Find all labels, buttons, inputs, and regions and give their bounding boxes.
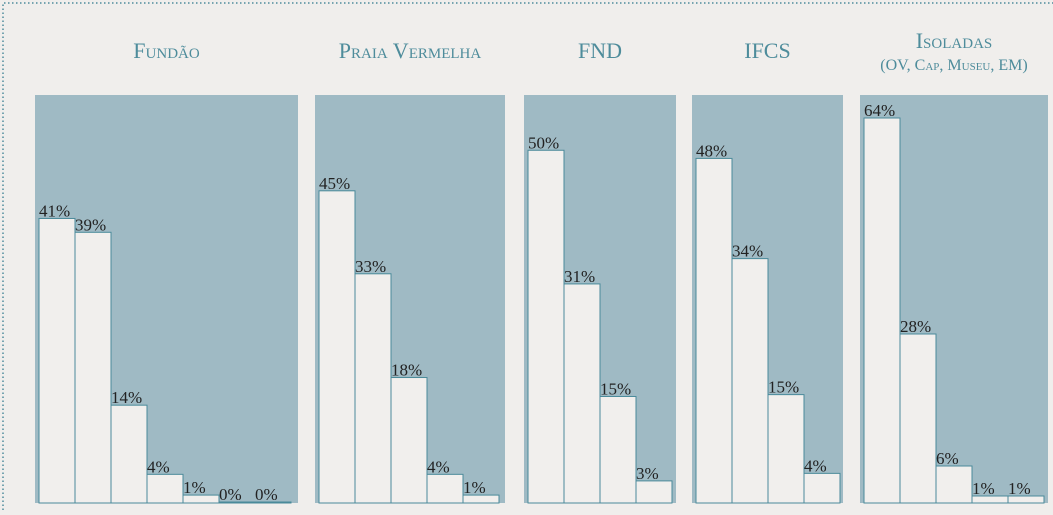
- value-label: 64%: [864, 101, 895, 120]
- value-label: 39%: [75, 215, 106, 234]
- bar: [426, 473, 464, 504]
- panel-title: Praia Vermelha: [339, 38, 482, 63]
- bar: [318, 190, 356, 504]
- value-label: 18%: [391, 361, 422, 380]
- value-label: 41%: [39, 201, 70, 220]
- bar: [863, 117, 901, 504]
- bar: [110, 404, 148, 504]
- value-label: 3%: [636, 464, 659, 483]
- bar: [599, 395, 637, 504]
- bar: [527, 149, 565, 504]
- bar: [803, 472, 841, 504]
- bar: [563, 283, 601, 504]
- bar: [38, 217, 76, 504]
- value-label: 15%: [768, 378, 799, 397]
- value-label: 50%: [528, 133, 559, 152]
- bar: [462, 494, 500, 504]
- value-label: 4%: [427, 457, 450, 476]
- bar: [695, 157, 733, 504]
- panel-title: Isoladas: [916, 28, 993, 53]
- value-label: 1%: [1008, 479, 1031, 498]
- bar: [254, 501, 292, 504]
- value-label: 33%: [355, 257, 386, 276]
- bar: [390, 377, 428, 504]
- bar: [354, 273, 392, 504]
- value-label: 34%: [732, 242, 763, 261]
- bar: [74, 231, 112, 504]
- value-label: 15%: [600, 379, 631, 398]
- bar: [899, 333, 937, 504]
- bar: [1007, 495, 1045, 504]
- value-label: 45%: [319, 174, 350, 193]
- panel-title: Fundão: [133, 38, 200, 63]
- value-label: 28%: [900, 317, 931, 336]
- value-label: 0%: [219, 485, 242, 504]
- value-label: 31%: [564, 267, 595, 286]
- value-label: 48%: [696, 141, 727, 160]
- bar: [635, 480, 673, 504]
- value-label: 1%: [183, 478, 206, 497]
- value-label: 4%: [147, 457, 170, 476]
- panel-subtitle: (OV, Cap, Museu, EM): [880, 57, 1027, 74]
- value-label: 1%: [463, 478, 486, 497]
- panel-title: IFCS: [744, 38, 790, 63]
- value-label: 1%: [972, 479, 995, 498]
- bar: [767, 394, 805, 504]
- bar: [935, 465, 973, 504]
- bar: [182, 494, 220, 504]
- panel-title: FND: [578, 38, 622, 63]
- bar: [146, 473, 184, 504]
- value-label: 14%: [111, 388, 142, 407]
- bar: [731, 258, 769, 504]
- value-label: 0%: [255, 485, 278, 504]
- value-label: 6%: [936, 449, 959, 468]
- value-label: 4%: [804, 456, 827, 475]
